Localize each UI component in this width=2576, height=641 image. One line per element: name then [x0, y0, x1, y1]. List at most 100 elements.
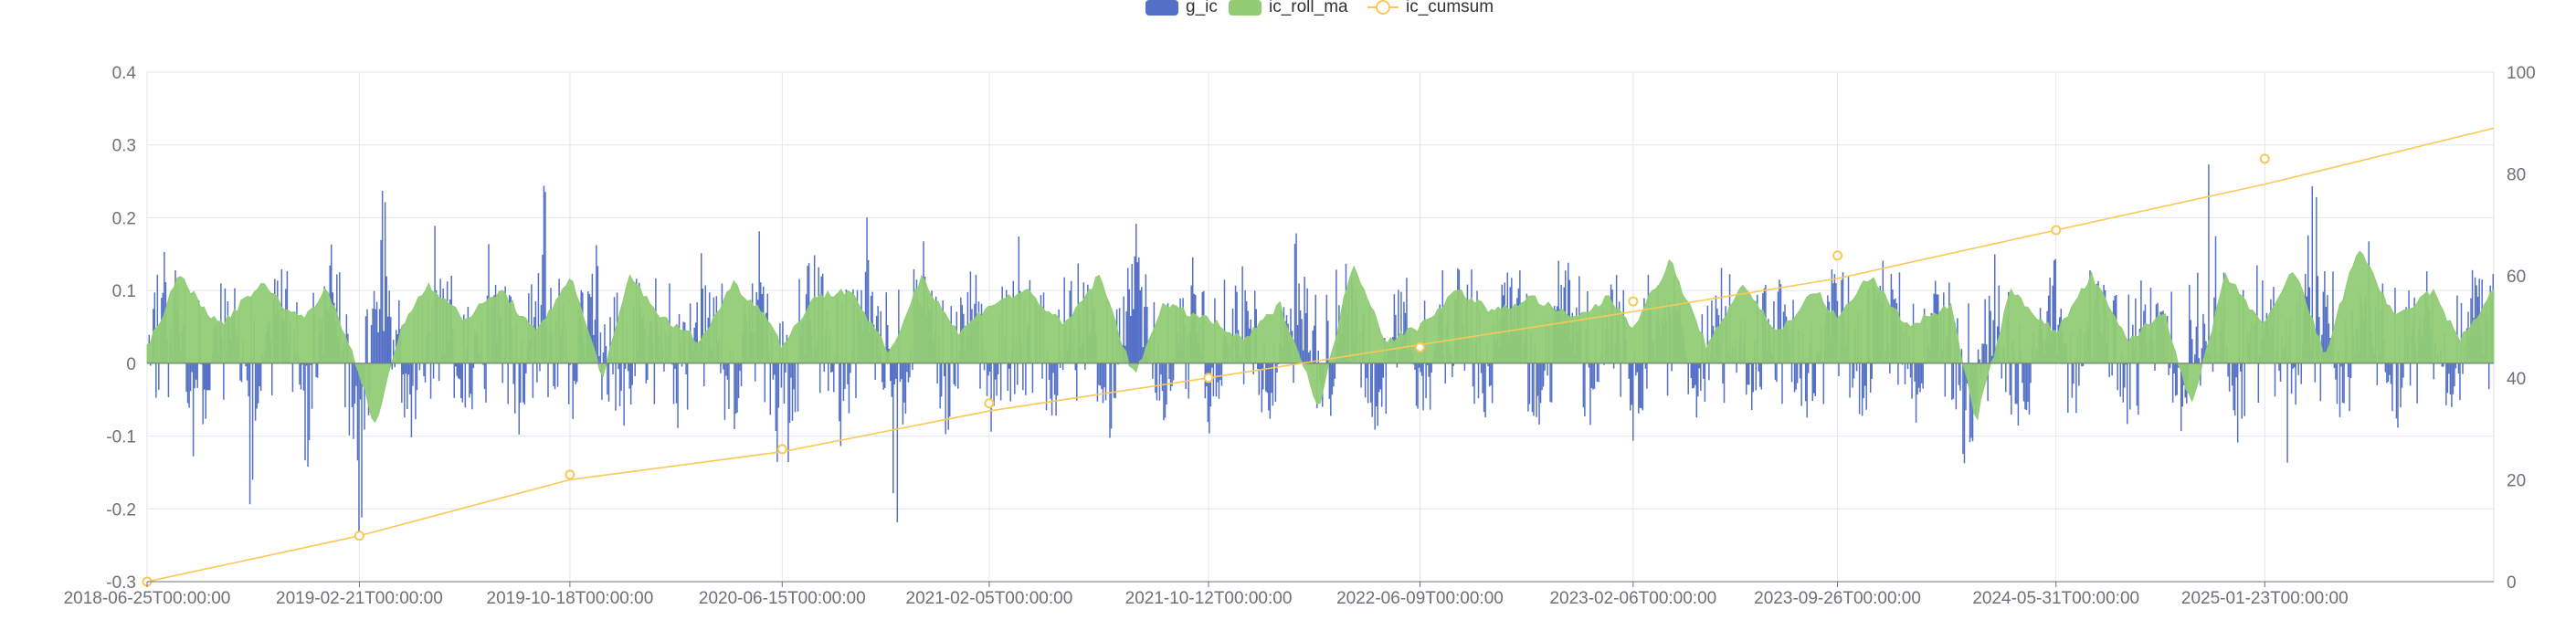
g-ic-bar	[996, 363, 998, 396]
g-ic-bar	[1371, 363, 1373, 417]
g-ic-bar	[1638, 363, 1640, 414]
g-ic-bar	[788, 363, 791, 424]
g-ic-bar	[1635, 363, 1637, 376]
ic-cumsum-marker[interactable]	[1832, 250, 1843, 261]
g-ic-bar	[1963, 363, 1966, 464]
g-ic-bar	[847, 363, 849, 384]
g-ic-bar	[2067, 363, 2069, 414]
g-ic-bar	[2390, 363, 2392, 384]
ic-cumsum-marker[interactable]	[565, 469, 575, 480]
g-ic-bar	[1807, 363, 1810, 373]
g-ic-bar	[1909, 363, 1912, 378]
g-ic-bar	[2194, 354, 2196, 363]
g-ic-bar	[1544, 363, 1546, 371]
g-ic-bar	[189, 363, 192, 392]
legend-label-ic-roll-ma[interactable]: ic_roll_ma	[1269, 0, 1348, 16]
g-ic-bar	[791, 363, 794, 421]
g-ic-bar	[736, 363, 738, 413]
g-ic-bar	[2376, 363, 2379, 385]
g-ic-bar	[903, 363, 905, 403]
g-ic-bar	[740, 363, 743, 387]
g-ic-bar	[2198, 358, 2201, 363]
g-ic-bar	[1299, 310, 1302, 363]
g-ic-bar	[594, 319, 596, 363]
ic-cumsum-marker[interactable]	[354, 531, 364, 541]
g-ic-bar	[1336, 269, 1337, 363]
g-ic-bar	[291, 363, 294, 393]
g-ic-bar	[1369, 363, 1372, 403]
legend-label-ic-cumsum[interactable]: ic_cumsum	[1406, 0, 1494, 16]
g-ic-bar	[681, 363, 683, 367]
ic-cumsum-marker[interactable]	[1628, 296, 1639, 307]
g-ic-bar	[2030, 363, 2032, 384]
g-ic-bar	[896, 363, 899, 522]
ic-cumsum-marker[interactable]	[2051, 225, 2062, 236]
g-ic-bar	[588, 293, 591, 363]
g-ic-bar	[948, 363, 951, 417]
g-ic-bar	[482, 363, 484, 365]
g-ic-bar	[470, 363, 472, 394]
g-ic-bar	[2401, 363, 2403, 388]
g-ic-bar	[1191, 257, 1194, 363]
legend-label-g-ic[interactable]: g_ic	[1186, 0, 1218, 16]
g-ic-bar	[1711, 300, 1713, 363]
ic-cumsum-marker[interactable]	[984, 398, 995, 409]
legend-swatch-g-ic[interactable]	[1145, 0, 1178, 16]
g-ic-bar	[901, 363, 903, 380]
g-ic-bar	[1472, 363, 1474, 387]
legend[interactable]: g_ic ic_roll_ma ic_cumsum	[1145, 0, 1494, 16]
g-ic-bar	[1260, 363, 1262, 370]
ic-cumsum-marker[interactable]	[1414, 342, 1425, 352]
g-ic-bar	[1542, 363, 1545, 387]
g-ic-bar	[885, 292, 887, 363]
g-ic-bar	[1138, 257, 1140, 363]
g-ic-bar	[1536, 363, 1539, 396]
ic-cumsum-marker[interactable]	[776, 444, 787, 455]
g-ic-bar	[1420, 363, 1423, 376]
g-ic-bar	[311, 363, 313, 409]
g-ic-bar	[1592, 363, 1594, 390]
g-ic-bar	[2027, 363, 2029, 403]
g-ic-bar	[2395, 363, 2398, 419]
g-ic-bar	[542, 254, 544, 363]
g-ic-bar	[356, 363, 359, 461]
g-ic-bar	[525, 363, 527, 373]
y-right-tick-label: 100	[2507, 64, 2536, 83]
g-ic-bar	[2181, 363, 2183, 407]
g-ic-bar	[2324, 271, 2326, 363]
g-ic-bar	[1146, 306, 1148, 363]
ic-cumsum-marker[interactable]	[1203, 373, 1214, 384]
g-ic-bar	[1217, 363, 1219, 383]
g-ic-bar	[782, 320, 784, 363]
g-ic-bar	[1628, 363, 1630, 379]
g-ic-bar	[1207, 363, 1209, 423]
g-ic-bar	[1822, 363, 1825, 405]
g-ic-bar	[2227, 363, 2229, 377]
g-ic-bar	[1242, 363, 1245, 384]
g-ic-bar	[2459, 363, 2461, 401]
ic-cumsum-marker[interactable]	[2259, 153, 2270, 164]
g-ic-bar	[895, 363, 897, 379]
g-ic-bar	[1104, 363, 1107, 401]
g-ic-bar	[839, 363, 842, 447]
g-ic-bar	[1314, 294, 1316, 363]
g-ic-bar	[1596, 363, 1599, 383]
g-ic-bar	[1244, 289, 1246, 363]
g-ic-bar	[700, 253, 702, 363]
g-ic-bar	[1008, 363, 1010, 369]
g-ic-bar	[2336, 363, 2338, 405]
g-ic-bar	[1398, 289, 1399, 363]
g-ic-bar	[1646, 363, 1648, 389]
legend-swatch-ic-roll-ma[interactable]	[1229, 0, 1262, 16]
g-ic-bar	[783, 363, 786, 405]
g-ic-bar	[758, 231, 760, 363]
g-ic-bar	[423, 363, 425, 376]
g-ic-bar	[1171, 363, 1173, 386]
g-ic-bar	[1334, 363, 1336, 379]
g-ic-bar	[256, 363, 258, 409]
g-ic-bar	[2462, 363, 2464, 374]
g-ic-bar	[1076, 363, 1078, 401]
legend-swatch-ic-cumsum-marker[interactable]	[1376, 0, 1390, 15]
g-ic-bar	[539, 363, 541, 372]
g-ic-bar	[790, 363, 792, 378]
